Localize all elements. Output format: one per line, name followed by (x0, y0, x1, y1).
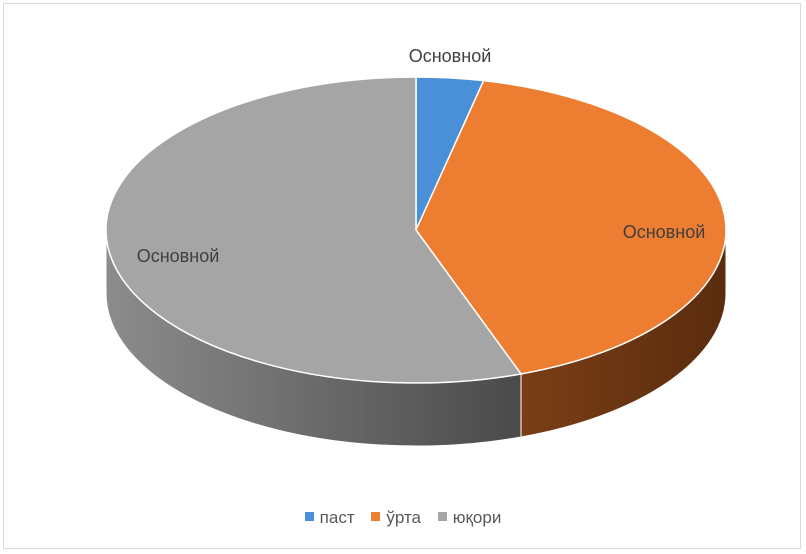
legend-item-yuqori: юқори (437, 508, 502, 528)
data-labels: Основной Основной Основной (137, 46, 706, 266)
legend: паст ўрта юқори (0, 508, 806, 528)
legend-swatch-yuqori (437, 512, 447, 522)
legend-swatch-orta (371, 512, 381, 522)
legend-item-orta: ўрта (371, 508, 421, 528)
legend-item-past: паст (304, 508, 355, 528)
legend-label-orta: ўрта (386, 508, 421, 527)
pie-slice-orta (415, 79, 727, 375)
legend-swatch-past (304, 512, 314, 522)
data-label-past: Основной (409, 46, 492, 66)
pie-slice-yuqori (105, 76, 523, 384)
legend-label-yuqori: юқори (452, 508, 502, 527)
data-label-orta: Основной (623, 222, 706, 242)
data-label-yuqori: Основной (137, 246, 220, 266)
legend-label-past: паст (319, 508, 355, 527)
pie-slices (105, 76, 727, 384)
